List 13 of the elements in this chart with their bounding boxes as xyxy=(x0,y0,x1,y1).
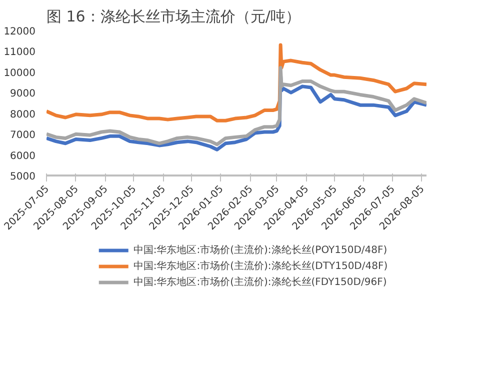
legend-label: 中国:华东地区:市场价(主流价):涤纶长丝(FDY150D/96F) xyxy=(133,276,387,289)
y-tick-label: 12000 xyxy=(4,26,36,38)
legend-label: 中国:华东地区:市场价(主流价):涤纶长丝(DTY150D/48F) xyxy=(133,260,388,273)
y-tick-label: 7000 xyxy=(10,130,36,142)
y-tick-label: 8000 xyxy=(10,109,36,120)
y-tick-label: 6000 xyxy=(10,150,36,162)
y-tick-label: 5000 xyxy=(10,172,36,182)
chart-title: 图 16：涤纶长丝市场主流价（元/吨） xyxy=(46,8,300,26)
legend-label: 中国:华东地区:市场价(主流价):涤纶长丝(POY150D/48F) xyxy=(133,244,388,257)
y-tick-label: 10000 xyxy=(4,68,36,79)
y-tick-label: 9000 xyxy=(10,88,36,100)
y-tick-label: 11000 xyxy=(4,47,36,58)
line-series xyxy=(46,43,426,122)
